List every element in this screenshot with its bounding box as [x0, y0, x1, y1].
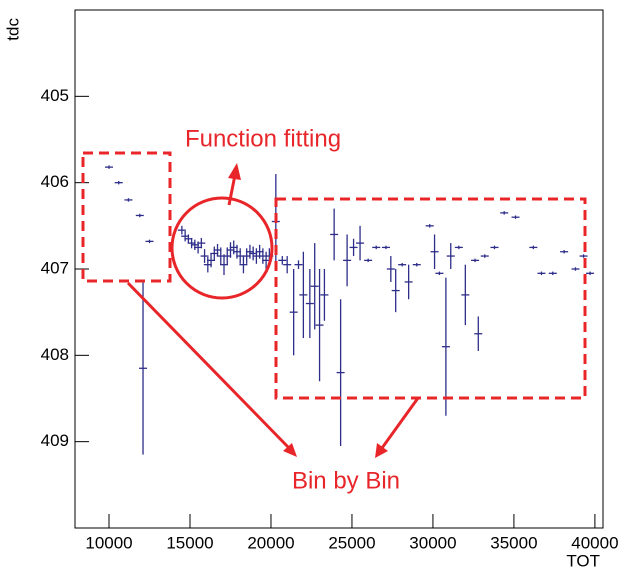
data-point [441, 277, 450, 416]
data-point [135, 213, 144, 218]
y-tick-label: 405 [41, 86, 69, 105]
data-point [511, 215, 520, 219]
data-point [114, 180, 123, 185]
data-point [320, 269, 329, 321]
data-point [330, 208, 339, 261]
x-tick-label: 30000 [409, 533, 456, 552]
data-point [336, 299, 345, 446]
data-point [412, 262, 421, 267]
x-tick-label: 15000 [166, 533, 213, 552]
data-point [278, 256, 287, 265]
y-tick-label: 409 [41, 431, 69, 450]
x-tick-label: 40000 [571, 533, 618, 552]
left-box [81, 151, 172, 283]
data-point [349, 238, 358, 257]
data-point [571, 267, 580, 271]
data-point [474, 316, 483, 352]
x-tick-label: 35000 [490, 533, 537, 552]
data-point [364, 258, 373, 263]
fit-circle [170, 196, 274, 300]
data-point [294, 260, 303, 269]
data-point [579, 254, 588, 258]
arrow [227, 174, 237, 206]
data-point [480, 254, 489, 258]
data-point [305, 269, 314, 339]
data-point [105, 165, 114, 169]
x-tick-label: 20000 [247, 533, 294, 552]
data-point [500, 211, 509, 215]
y-tick-label: 407 [41, 258, 69, 277]
y-tick-label: 406 [41, 172, 69, 191]
y-axis-label: tdc [3, 18, 22, 41]
annotation-shapes [81, 151, 587, 450]
data-point [435, 271, 444, 276]
data-point [425, 224, 434, 228]
data-point [343, 234, 352, 287]
annotation: Function fitting [185, 125, 341, 152]
data-point [454, 245, 463, 250]
right-box [274, 197, 587, 400]
data-point [490, 245, 499, 250]
data-point [315, 269, 324, 382]
arrow-head [283, 443, 297, 457]
data-point [124, 198, 133, 202]
plot-frame [74, 9, 604, 529]
data-point [529, 245, 538, 250]
data-point [471, 258, 480, 263]
data-point [239, 256, 248, 274]
data-point [197, 237, 206, 249]
data-point [548, 271, 557, 276]
data-point [139, 281, 148, 455]
arrow-heads [228, 163, 388, 458]
data-point [537, 271, 546, 276]
data-point [560, 250, 569, 254]
data-point [381, 245, 390, 250]
annotation: Bin by Bin [292, 467, 400, 494]
arrow-head [375, 443, 388, 458]
arrow [126, 281, 291, 450]
data-point [391, 269, 400, 313]
x-tick-label: 10000 [85, 533, 132, 552]
data-point [586, 271, 595, 276]
data-point [310, 243, 319, 330]
data-point [200, 249, 209, 263]
y-tick-label: 408 [41, 345, 69, 364]
arrow-head [228, 163, 241, 180]
data-point [430, 234, 439, 269]
data-point [299, 251, 308, 339]
data-point [145, 239, 154, 244]
data-layer: 10000 15000 20000 25000 30000 35000 40000 405 40… [41, 86, 619, 553]
arrow [380, 397, 420, 449]
x-tick-label: 25000 [328, 533, 375, 552]
data-point [461, 264, 470, 326]
data-point [177, 225, 186, 235]
data-point [446, 243, 455, 269]
data-point [404, 264, 413, 300]
data-point [356, 225, 365, 261]
x-axis-label: TOT [566, 551, 600, 570]
data-point [283, 256, 292, 274]
data-point [289, 269, 298, 356]
data-point [372, 245, 381, 250]
data-point [386, 256, 395, 282]
data-point [398, 262, 407, 267]
